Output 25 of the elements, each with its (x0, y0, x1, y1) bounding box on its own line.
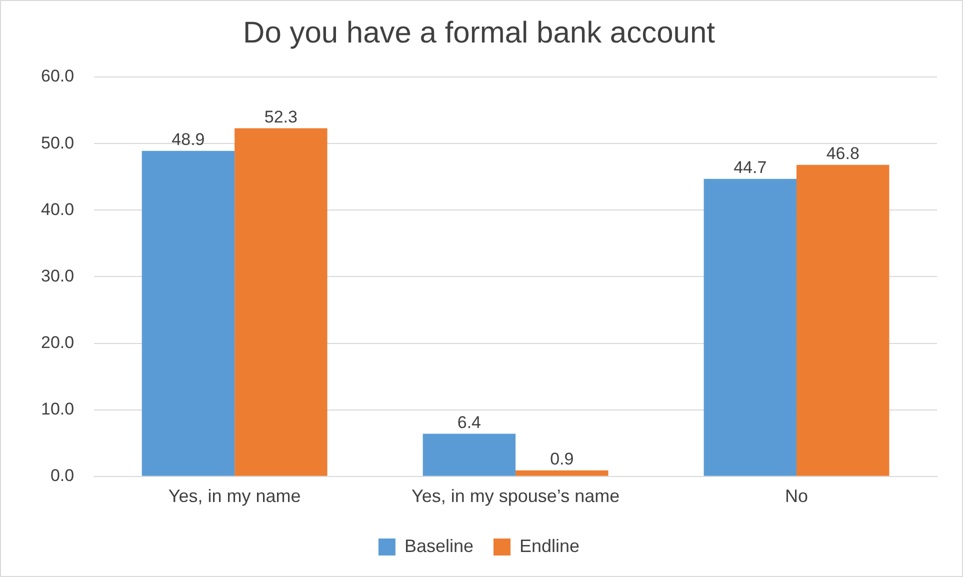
data-label: 0.9 (550, 450, 574, 469)
bar (516, 470, 608, 476)
data-label: 46.8 (826, 144, 860, 164)
x-tick-label: No (785, 486, 808, 506)
bar (422, 434, 516, 476)
bar (142, 150, 235, 476)
y-tick-label: 40.0 (40, 200, 74, 219)
data-label: 52.3 (264, 107, 298, 126)
bar (796, 164, 890, 476)
y-tick-label: 60.0 (40, 66, 74, 86)
data-label: 44.7 (734, 158, 767, 178)
x-tick-label: Yes, in my spouse’s name (411, 486, 620, 506)
data-label: 48.9 (172, 130, 205, 150)
bar (704, 178, 797, 476)
legend-label: Baseline (404, 536, 474, 556)
legend-label: Endline (520, 536, 580, 556)
y-tick-label: 50.0 (40, 133, 74, 152)
y-tick-label: 30.0 (40, 266, 74, 286)
data-label: 6.4 (457, 412, 482, 432)
bar (234, 128, 328, 476)
x-tick-label: Yes, in my name (168, 486, 301, 506)
y-tick-label: 0.0 (50, 466, 74, 486)
y-tick-label: 10.0 (40, 400, 74, 419)
y-tick-label: 20.0 (40, 332, 74, 352)
chart-title: Do you have a formal bank account (243, 16, 716, 50)
